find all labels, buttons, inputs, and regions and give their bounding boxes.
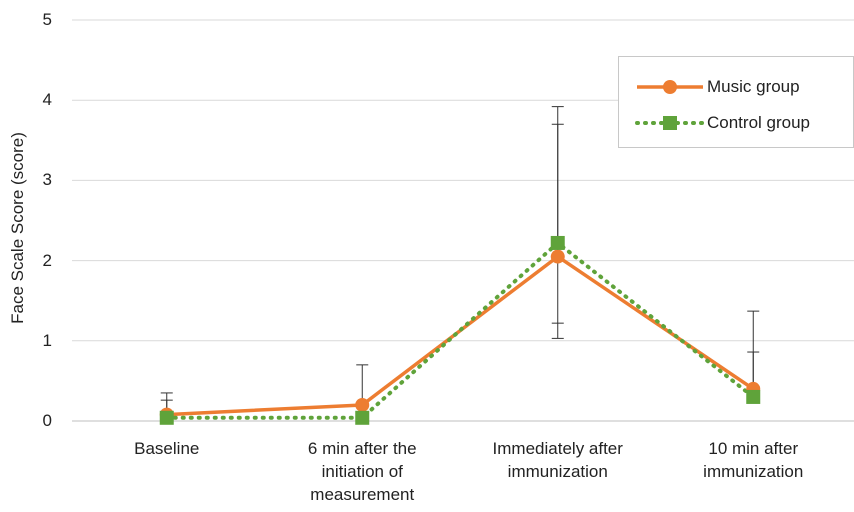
x-tick-label-line: Immediately after — [492, 439, 623, 458]
y-tick-label: 3 — [42, 170, 52, 190]
series-line-music — [166, 254, 755, 417]
x-tick-label: 6 min after the initiation of measurement — [267, 437, 457, 506]
x-tick-label-line: immunization — [703, 462, 804, 481]
data-point-music — [355, 397, 370, 412]
x-tick-label-line: immunization — [507, 462, 608, 481]
legend-swatch-music — [637, 80, 703, 94]
x-tick-label-line: measurement — [310, 485, 415, 504]
y-axis-label: Face Scale Score (score) — [8, 132, 27, 324]
x-tick-label: 10 min after immunization — [658, 437, 848, 483]
data-point-control — [746, 389, 761, 404]
x-tick-label-line: initiation of — [321, 462, 403, 481]
data-point-control — [550, 235, 565, 250]
y-tick-label: 1 — [42, 330, 52, 350]
legend-label-control: Control group — [707, 113, 811, 132]
y-tick-label: 5 — [42, 10, 52, 29]
legend: Music group Control group — [618, 56, 854, 148]
y-tick-label: 4 — [42, 90, 52, 110]
x-tick-label: Immediately after immunization — [463, 437, 653, 483]
x-tick-label-line: 10 min after — [708, 439, 799, 458]
legend-label-music: Music group — [707, 77, 800, 96]
legend-swatch-control — [635, 116, 705, 130]
legend-item-control: Control group — [619, 111, 853, 135]
x-tick-label: Baseline — [72, 437, 262, 460]
data-point-control — [355, 410, 370, 425]
x-tick-label-line: Baseline — [134, 439, 200, 458]
series-line-control — [164, 240, 756, 420]
data-point-control — [159, 410, 174, 425]
y-tick-label: 2 — [42, 250, 52, 270]
y-tick-label: 0 — [42, 411, 52, 430]
x-tick-label-line: 6 min after the — [307, 439, 417, 458]
legend-item-music: Music group — [619, 75, 853, 99]
data-point-music — [550, 249, 565, 264]
